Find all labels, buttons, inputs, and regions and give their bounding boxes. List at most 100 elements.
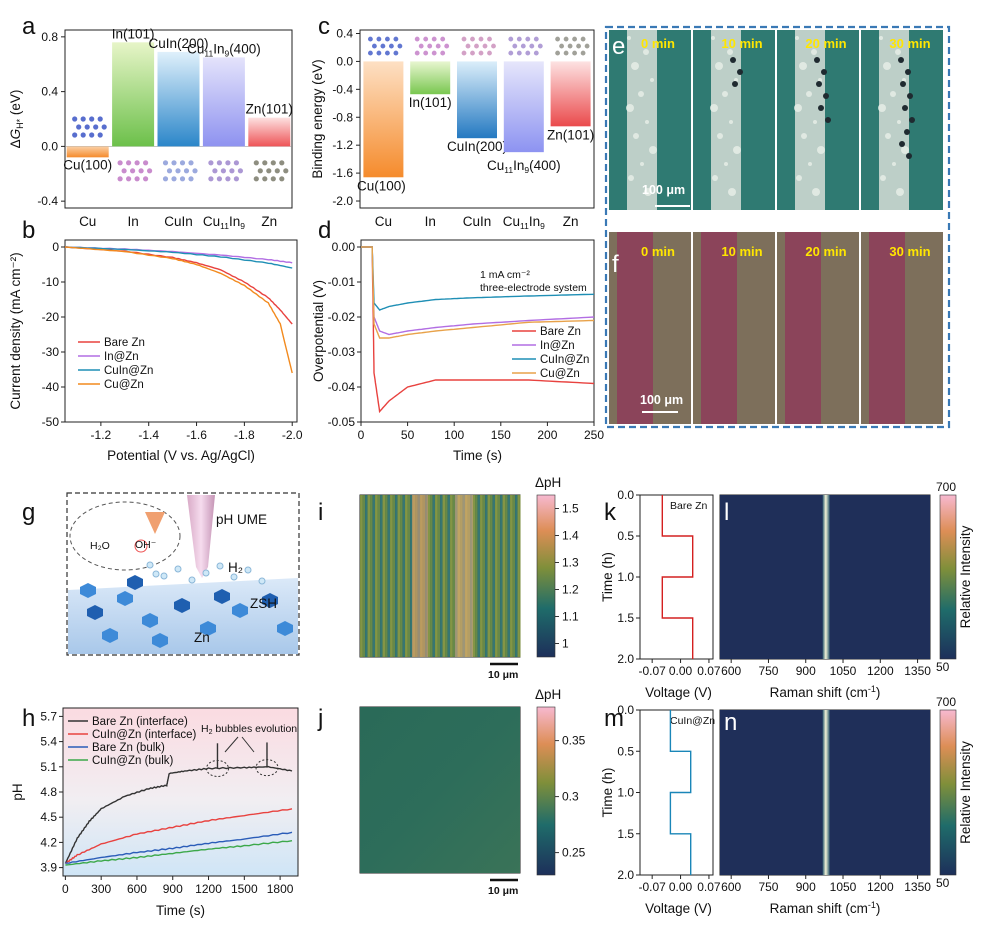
texture-dot [644, 188, 652, 196]
x-tick-label-m: 0.00 [669, 880, 693, 894]
y-tick-label-c: -1.6 [332, 166, 353, 180]
texture-dot [811, 49, 817, 55]
heatmap-cell [367, 495, 371, 657]
x-tick-label-n: 1200 [867, 880, 894, 894]
atom-dot [171, 176, 177, 182]
y-tick-label-m: 2.0 [617, 868, 634, 882]
texture-dot [806, 91, 812, 97]
dendrite-spot [825, 117, 831, 123]
heatmap-cell [515, 495, 518, 657]
texture-dot [715, 62, 723, 70]
atom-dot [525, 36, 531, 42]
dendrite-spot [902, 105, 908, 111]
atom-dot [279, 160, 285, 166]
dendrite-spot [904, 129, 910, 135]
atom-dot [262, 160, 268, 166]
texture-dot [643, 49, 649, 55]
atom-dot [576, 43, 581, 49]
zn-flake [277, 621, 293, 636]
x-tick-label-b: -1.2 [91, 428, 112, 442]
y-tick-label-h: 4.5 [40, 810, 57, 824]
atom-dot [283, 168, 289, 174]
y-tick-label-d: -0.05 [328, 415, 356, 429]
texture-dot [897, 120, 901, 124]
x-tick-label-l: 600 [721, 664, 741, 678]
atom-dot [179, 176, 186, 182]
atom-dot [97, 132, 103, 138]
y-tick-label-d: -0.03 [328, 345, 356, 359]
bar-label-a: CuIn(200) [148, 36, 208, 51]
x-tick-label-k: -0.07 [638, 664, 666, 678]
bar-a-In [112, 42, 155, 147]
atom-dot [508, 50, 514, 56]
colorbar-l [939, 494, 957, 660]
bubble [230, 573, 238, 581]
zn-flake [200, 621, 216, 636]
panel-label-d: d [318, 217, 331, 244]
annotation-d: 1 mA cm⁻² [480, 269, 530, 281]
panel-label-k: k [604, 499, 617, 526]
heatmap-cell [375, 495, 378, 657]
y-tick-label-m: 0.0 [617, 703, 634, 717]
atom-dot [162, 160, 169, 166]
y-tick-label-c: 0.4 [336, 26, 353, 40]
colorbar-tick-label-i: 1.3 [562, 556, 579, 570]
atom-dot [376, 50, 382, 56]
y-tick-label-k: 1.0 [617, 570, 634, 584]
y-tick-label-a: 0.8 [41, 30, 58, 44]
texture-dot [627, 36, 631, 40]
atom-dot [134, 160, 140, 166]
atom-dot [253, 160, 259, 166]
bar-c-In [410, 61, 451, 95]
texture-dot [722, 91, 728, 97]
atom-dot [423, 50, 429, 56]
heatmap-cell [510, 495, 513, 657]
heatmap-cell [485, 495, 488, 657]
atom-dot [491, 43, 496, 49]
y-tick-label-c: -0.8 [332, 110, 353, 124]
x-tick-label-a: Cu11In9 [203, 214, 245, 231]
heatmap-cell [445, 495, 448, 657]
heatmap-cell [435, 495, 438, 657]
texture-dot [878, 104, 886, 112]
series-line-Bare Zn (bulk) [65, 831, 293, 864]
x-axis-label-n: Raman shift (cm-1) [770, 900, 881, 916]
atom-dot [580, 36, 586, 42]
heatmap-cell [480, 495, 483, 657]
zn-label: Zn [194, 630, 210, 645]
texture-dot [879, 36, 883, 40]
heatmap-cell [387, 495, 391, 657]
bubble [174, 565, 182, 573]
x-tick-label-d: 100 [444, 428, 464, 442]
x-tick-label-h: 1800 [267, 882, 294, 896]
texture-dot [895, 49, 901, 55]
zn-flake [262, 593, 278, 608]
texture-dot [883, 62, 891, 70]
pH-probe [187, 495, 215, 578]
y-tick-label-d: -0.04 [328, 380, 356, 394]
texture-dot [799, 62, 807, 70]
texture-dot [812, 188, 820, 196]
bubble [146, 561, 154, 569]
heatmap-cell [472, 495, 476, 657]
texture-dot [645, 120, 649, 124]
bubble [258, 577, 266, 585]
texture-dot [817, 146, 825, 154]
texture-dot [796, 175, 802, 181]
y-tick-label-d: -0.02 [328, 310, 356, 324]
y-tick-label-c: -2.0 [332, 194, 353, 208]
x-axis-label-d: Time (s) [453, 448, 502, 463]
atom-dot [257, 168, 263, 174]
y-tick-label-h: 5.7 [40, 709, 57, 723]
x-tick-label-b: -1.6 [186, 428, 207, 442]
x-tick-label-n: 600 [721, 880, 741, 894]
texture-dot [717, 133, 723, 139]
colorbar-label-n: Relative Intensity [958, 741, 973, 844]
atom-dot [516, 36, 522, 42]
structure-icon-a [117, 160, 153, 182]
y-tick-label-b: 0 [52, 240, 59, 254]
heatmap-cell [385, 495, 388, 657]
y-tick-label-k: 1.5 [617, 611, 634, 625]
atom-dot [126, 176, 132, 182]
atom-dot [233, 160, 239, 166]
